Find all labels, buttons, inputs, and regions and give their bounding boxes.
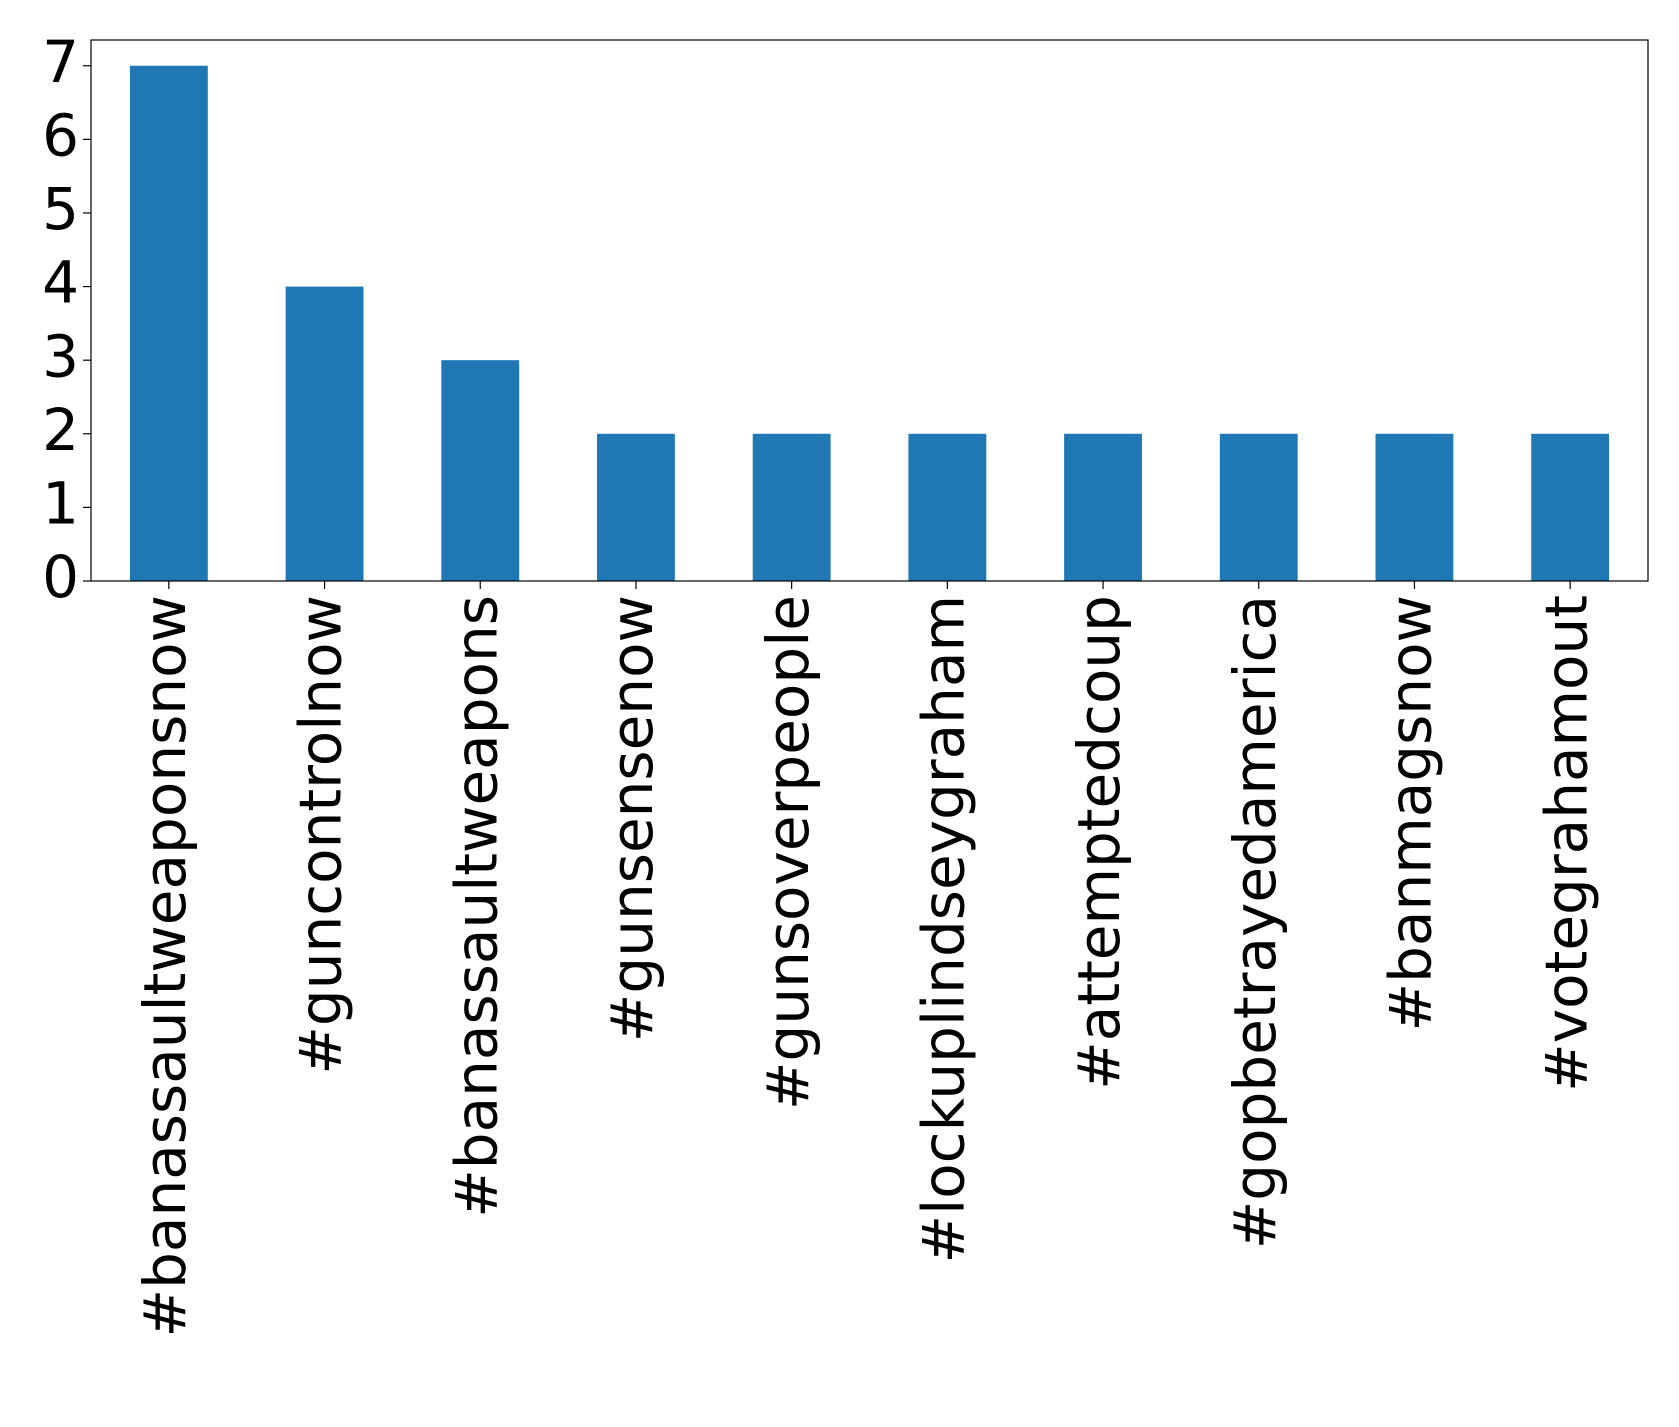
y-tick-label: 6 — [42, 101, 79, 169]
bar — [285, 286, 364, 581]
bar — [752, 433, 831, 581]
y-tick-label: 5 — [42, 175, 79, 243]
bar — [129, 65, 208, 581]
bar — [1219, 433, 1298, 581]
bar — [908, 433, 987, 581]
bar — [1064, 433, 1142, 581]
x-tick-label: #attemptedcoup — [1065, 595, 1133, 1090]
plot-frame — [90, 39, 1649, 582]
x-tick-label: #votegrahamout — [1532, 595, 1600, 1092]
x-tick-label: #guncontrolnow — [287, 595, 355, 1075]
y-tick-label: 1 — [42, 470, 79, 538]
y-tick-label: 3 — [42, 322, 79, 390]
x-tick-label: #gunsensenow — [598, 595, 666, 1042]
x-tick-label: #lockuplindseygraham — [909, 595, 977, 1264]
y-tick-label: 4 — [42, 249, 79, 317]
x-tick-label: #banassaultweapons — [442, 595, 510, 1218]
bar — [597, 433, 675, 581]
bar — [1375, 433, 1454, 581]
x-tick-label: #gunsoverpeople — [754, 595, 822, 1110]
x-tick-label: #gopbetrayedamerica — [1221, 595, 1289, 1249]
x-tick-label: #banmagsnow — [1377, 595, 1445, 1031]
bar — [441, 360, 520, 581]
bar — [1531, 433, 1610, 581]
y-tick-label: 7 — [42, 28, 79, 96]
y-tick-label: 2 — [42, 396, 79, 464]
x-tick-label: #banassaultweaponsnow — [131, 595, 199, 1337]
y-tick-label: 0 — [42, 543, 79, 611]
